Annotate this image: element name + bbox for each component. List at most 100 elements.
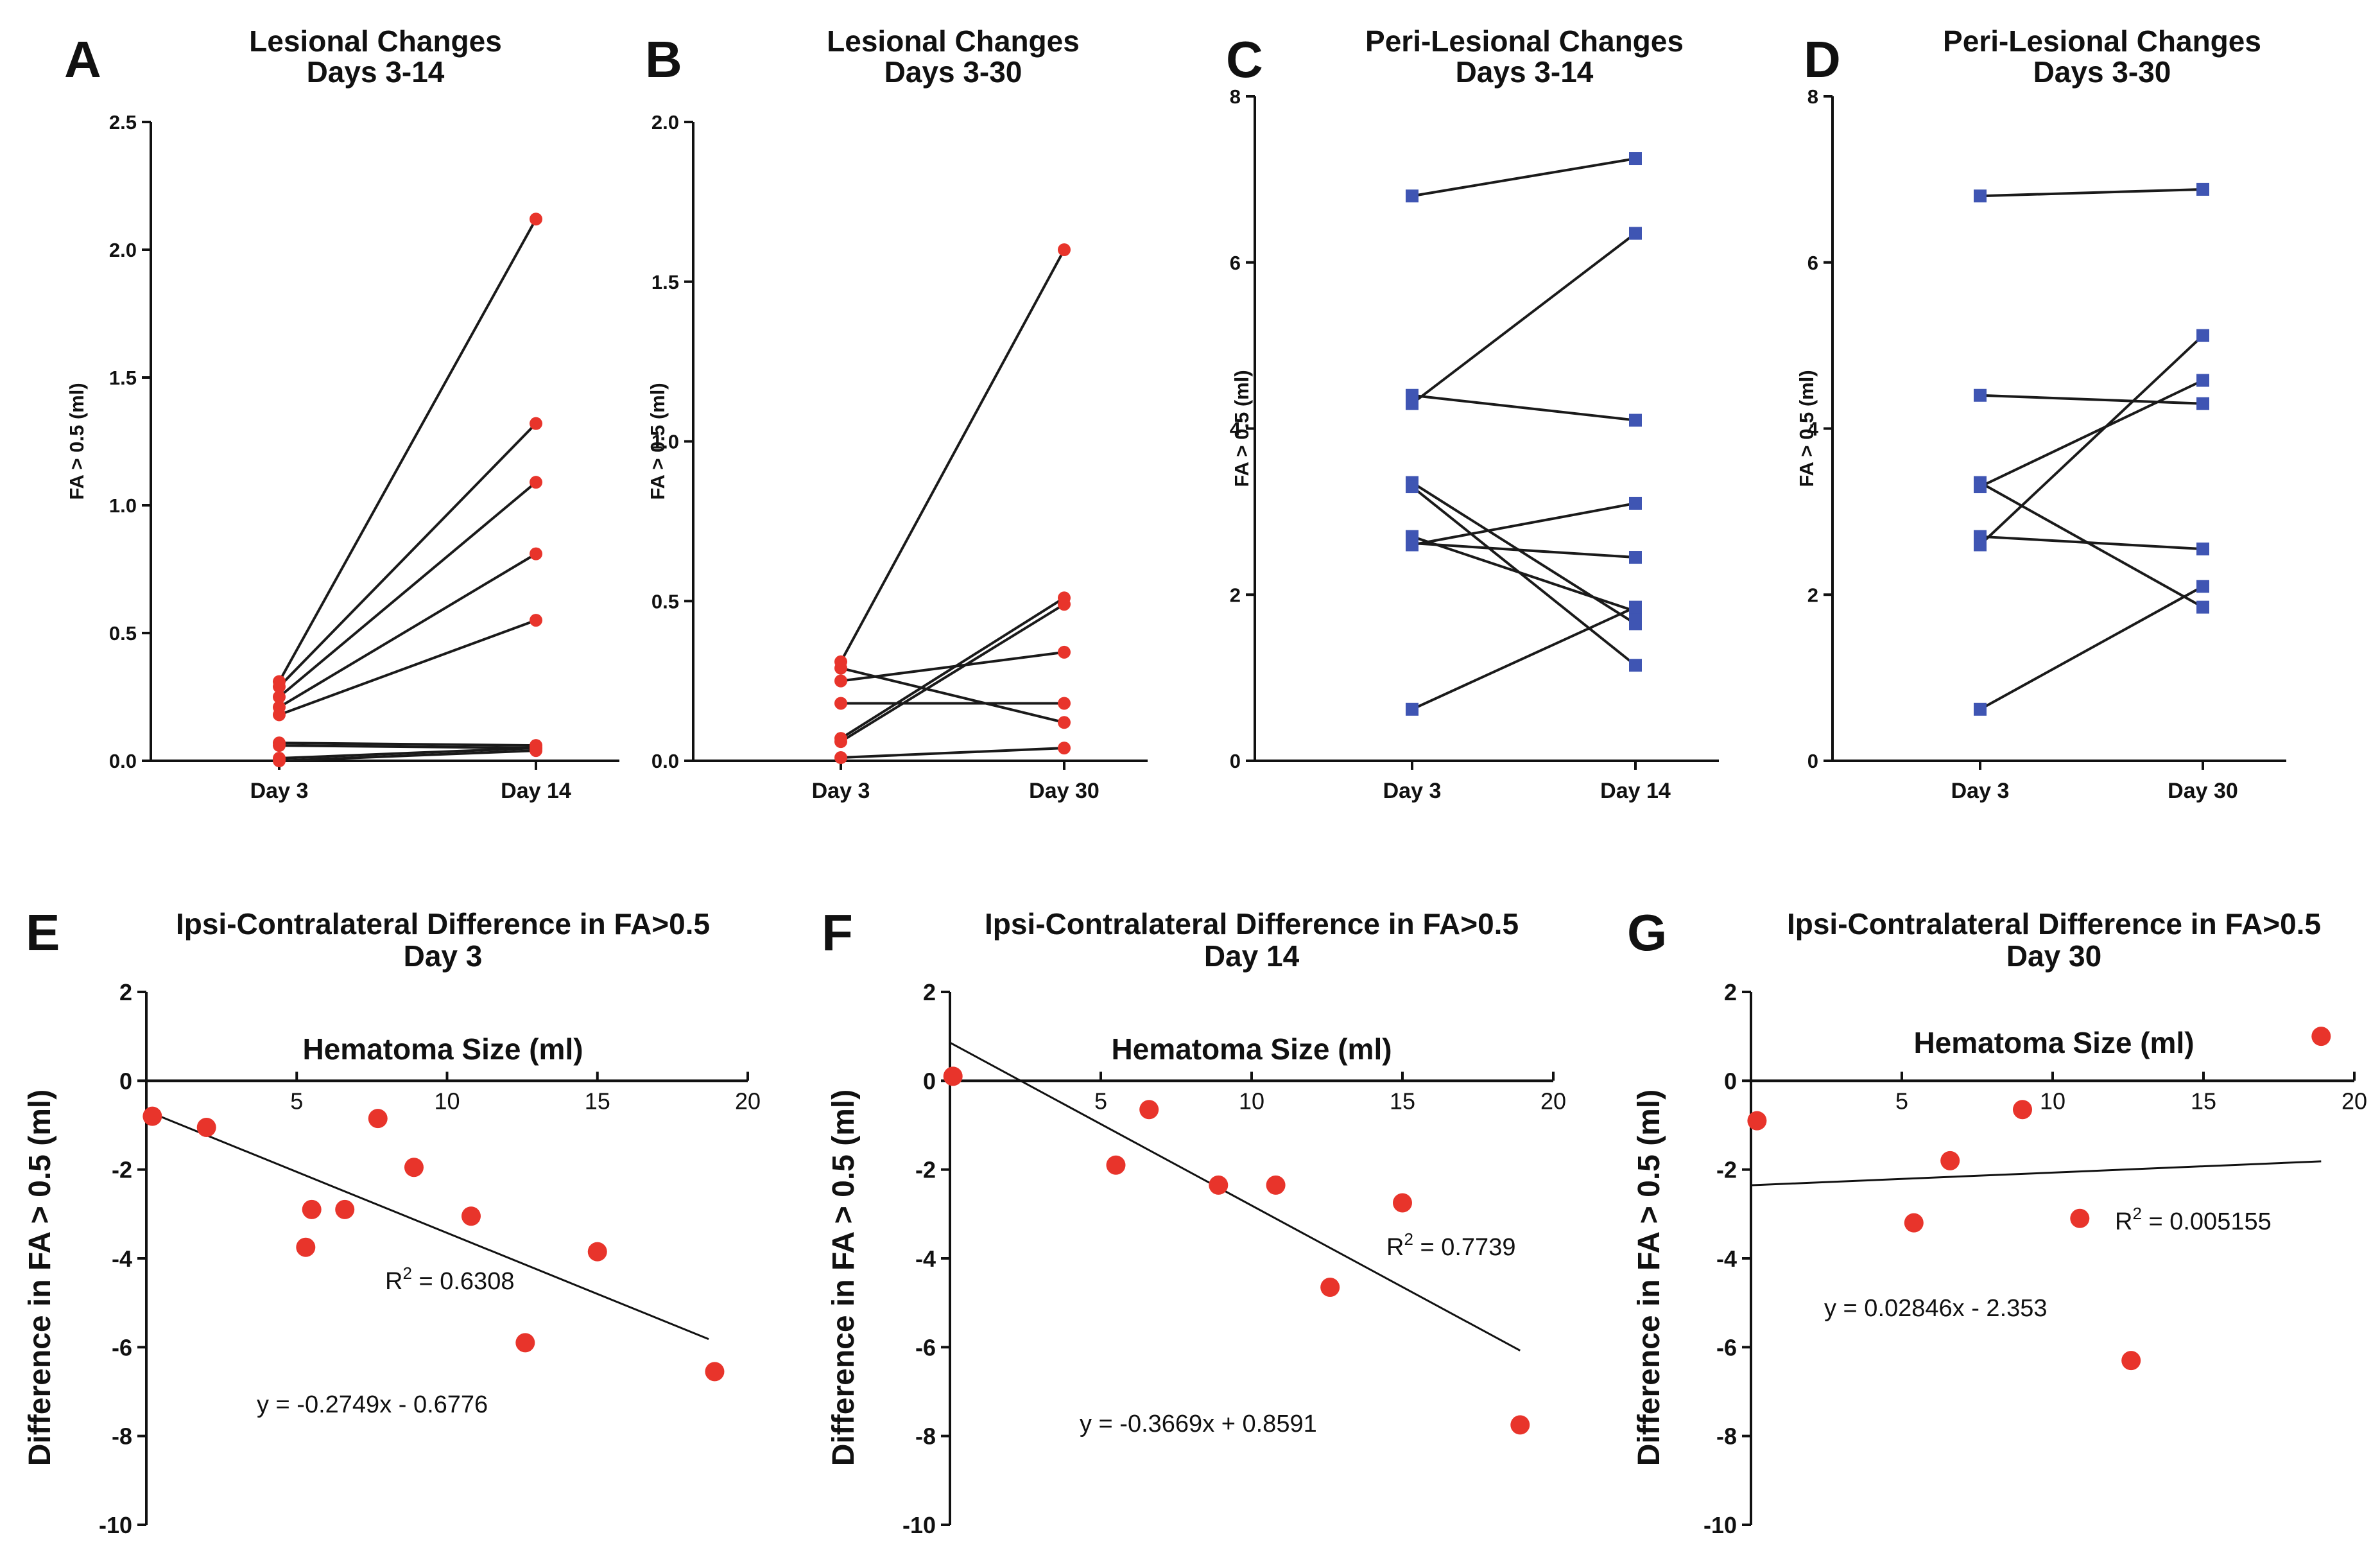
chart-subtitle: Day 30 (2006, 939, 2101, 973)
y-tick-label: 0 (1807, 750, 1818, 772)
equation-annotation: y = -0.2749x - 0.6776 (257, 1391, 488, 1418)
data-point (834, 697, 847, 710)
chart-subtitle: Days 3-30 (884, 55, 1022, 89)
chart-title: Ipsi-Contralateral Difference in FA>0.5 (1787, 907, 2321, 941)
panel-g: G Ipsi-Contralateral Difference in FA>0.5… (1627, 904, 2367, 1538)
data-point (2196, 580, 2209, 593)
y-tick-label: 0 (119, 1068, 132, 1094)
data-point (296, 1237, 316, 1257)
y-tick-label: -6 (1716, 1334, 1737, 1360)
regression-line (151, 1112, 709, 1341)
r-squared-value: = 0.7739 (1413, 1234, 1516, 1261)
y-tick-label: -6 (112, 1334, 132, 1360)
x-category-label: Day 14 (1600, 779, 1671, 803)
x-tick-label: 10 (1239, 1088, 1264, 1114)
x-tick-label: 10 (2040, 1088, 2065, 1114)
data-point (1209, 1175, 1229, 1195)
data-point (273, 690, 286, 704)
data-point (2311, 1027, 2331, 1047)
data-point (1058, 645, 1071, 659)
data-point (530, 213, 542, 226)
data-point (2196, 329, 2209, 342)
y-tick-label: 0.5 (109, 622, 137, 645)
r-squared-annotation: R2 = 0.005155 (2115, 1204, 2272, 1235)
x-tick-label: 20 (2341, 1088, 2367, 1114)
y-tick-label: 6 (1230, 252, 1241, 274)
data-point (1058, 697, 1071, 710)
data-point (1629, 413, 1642, 427)
chart-subtitle: Days 3-14 (307, 55, 445, 89)
panel-letter: E (26, 904, 60, 961)
data-point (530, 417, 542, 430)
x-axis-label: Hematoma Size (ml) (1111, 1032, 1392, 1066)
y-tick-label: -4 (915, 1246, 936, 1272)
data-point (1974, 189, 1987, 203)
data-point (1629, 617, 1642, 630)
equation-annotation: y = 0.02846x - 2.353 (1824, 1295, 2048, 1322)
y-tick-label: 1.5 (651, 271, 679, 293)
paired-line (1979, 394, 2203, 405)
panel-e: E Ipsi-Contralateral Difference in FA>0.5… (23, 904, 761, 1538)
y-tick-label: 2 (1807, 584, 1818, 606)
chart-title: Peri-Lesional Changes (1365, 24, 1684, 58)
data-point (834, 735, 847, 749)
paired-line (840, 249, 1065, 663)
paired-line (1411, 485, 1637, 666)
paired-line (278, 481, 537, 699)
data-point (1629, 600, 1642, 614)
data-point (2196, 374, 2209, 387)
data-point (1629, 496, 1642, 510)
paired-line (1411, 501, 1636, 546)
paired-line (1979, 379, 2203, 488)
data-point (404, 1158, 424, 1177)
y-tick-label: 2 (923, 979, 936, 1005)
data-point (1320, 1277, 1340, 1297)
regression-line (1750, 1160, 2322, 1186)
y-tick-label: -10 (99, 1512, 132, 1538)
y-tick-label: -6 (915, 1334, 936, 1360)
data-point (1139, 1100, 1159, 1120)
paired-line (1411, 394, 1636, 422)
data-point (1629, 551, 1642, 564)
paired-line (279, 749, 537, 762)
r-squared-value: = 0.6308 (412, 1268, 515, 1295)
y-axis-label: Difference in FA > 0.5 (ml) (23, 1090, 57, 1466)
y-tick-label: 8 (1230, 85, 1241, 108)
data-point (530, 744, 542, 758)
x-tick-label: 20 (1540, 1088, 1566, 1114)
x-category-label: Day 30 (2168, 779, 2238, 803)
data-point (1058, 716, 1071, 729)
data-point (273, 708, 286, 722)
data-point (2196, 600, 2209, 614)
r-squared-annotation: R2 = 0.7739 (1386, 1229, 1515, 1261)
data-point (1974, 480, 1987, 494)
y-tick-label: 6 (1807, 252, 1818, 274)
y-tick-label: 1.0 (109, 494, 137, 517)
panel-letter: G (1627, 904, 1667, 961)
chart-title: Lesional Changes (827, 24, 1080, 58)
x-tick-label: 5 (290, 1088, 303, 1114)
data-point (1629, 152, 1642, 166)
y-tick-label: -2 (915, 1157, 936, 1183)
y-axis-label: FA > 0.5 (ml) (646, 383, 669, 499)
data-point (530, 547, 542, 560)
y-tick-label: -2 (1716, 1157, 1737, 1183)
data-point (1974, 388, 1987, 402)
y-axis-label: Difference in FA > 0.5 (ml) (1632, 1090, 1666, 1466)
data-point (515, 1333, 535, 1353)
y-tick-label: -4 (112, 1246, 132, 1272)
x-axis-label: Hematoma Size (ml) (302, 1032, 583, 1066)
y-tick-label: 2 (119, 979, 132, 1005)
chart-title: Lesional Changes (249, 24, 502, 58)
panel-letter: A (64, 31, 101, 88)
data-point (2070, 1208, 2090, 1228)
y-tick-label: 4 (1230, 418, 1241, 440)
paired-line (1411, 605, 1636, 711)
data-point (461, 1206, 481, 1226)
y-tick-label: -8 (112, 1423, 132, 1450)
y-tick-label: 0 (1724, 1068, 1737, 1094)
data-point (1406, 189, 1419, 203)
